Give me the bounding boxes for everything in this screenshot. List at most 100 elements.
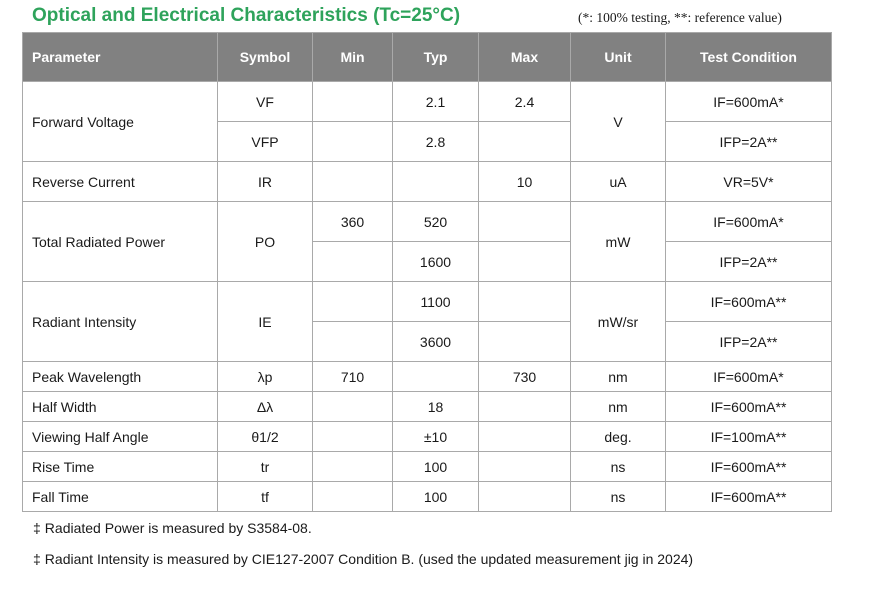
cell-max [478, 321, 571, 362]
table-row: Half Width Δλ 18 nm IF=600mA** [22, 391, 832, 422]
cell-min: 710 [312, 361, 393, 392]
cell-typ: 2.1 [392, 81, 479, 122]
section-title: Optical and Electrical Characteristics (… [32, 5, 461, 26]
cell-parameter: Viewing Half Angle [22, 421, 218, 452]
cell-unit: ns [570, 481, 666, 512]
cell-parameter: Peak Wavelength [22, 361, 218, 392]
table-row: Fall Time tf 100 ns IF=600mA** [22, 481, 832, 512]
cell-typ: 2.8 [392, 121, 479, 162]
cell-unit: mW [570, 201, 666, 282]
cell-typ: 1100 [392, 281, 479, 322]
cell-symbol: PO [217, 201, 313, 282]
cell-parameter: Fall Time [22, 481, 218, 512]
cell-symbol: IE [217, 281, 313, 362]
cell-typ: 18 [392, 391, 479, 422]
cell-min [312, 481, 393, 512]
cell-min [312, 161, 393, 202]
cell-parameter: Reverse Current [22, 161, 218, 202]
table-row: Peak Wavelength λp 710 730 nm IF=600mA* [22, 361, 832, 392]
header-unit: Unit [570, 32, 666, 82]
cell-min [312, 241, 393, 282]
cell-condition: IF=600mA** [665, 481, 832, 512]
cell-condition: IFP=2A** [665, 121, 832, 162]
cell-max [478, 481, 571, 512]
cell-parameter: Rise Time [22, 451, 218, 482]
table-row: Reverse Current IR 10 uA VR=5V* [22, 161, 832, 202]
cell-typ: 520 [392, 201, 479, 242]
double-dagger-mark: ‡ [33, 551, 41, 567]
cell-symbol: tr [217, 451, 313, 482]
double-dagger-mark: ‡ [33, 520, 41, 536]
cell-condition: IFP=2A** [665, 241, 832, 282]
cell-min [312, 421, 393, 452]
cell-condition: IF=600mA** [665, 451, 832, 482]
cell-typ: ±10 [392, 421, 479, 452]
cell-condition: IF=100mA** [665, 421, 832, 452]
cell-symbol: θ1/2 [217, 421, 313, 452]
cell-unit: V [570, 81, 666, 162]
header-typ: Typ [392, 32, 479, 82]
footnote-text: Radiated Power is measured by S3584-08. [44, 520, 312, 536]
cell-min [312, 121, 393, 162]
characteristics-table: Parameter Symbol Min Typ Max Unit Test C… [22, 32, 832, 512]
table-row: 3600 IFP=2A** [23, 321, 832, 362]
cell-parameter: Forward Voltage [22, 81, 218, 162]
header-test-condition: Test Condition [665, 32, 832, 82]
cell-max [478, 451, 571, 482]
cell-min [312, 451, 393, 482]
cell-condition: IF=600mA* [665, 81, 832, 122]
cell-typ: 100 [392, 451, 479, 482]
cell-min [312, 81, 393, 122]
cell-max [478, 281, 571, 322]
cell-min [312, 321, 393, 362]
table-row: Rise Time tr 100 ns IF=600mA** [22, 451, 832, 482]
cell-max: 10 [478, 161, 571, 202]
table-row: Viewing Half Angle θ1/2 ±10 deg. IF=100m… [22, 421, 832, 452]
cell-condition: IF=600mA* [665, 201, 832, 242]
table-row: Radiant Intensity IE 1100 mW/sr IF=600mA… [22, 281, 832, 362]
cell-condition: IF=600mA** [665, 391, 832, 422]
cell-symbol: VF [217, 81, 313, 122]
testing-note: (*: 100% testing, **: reference value) [578, 10, 782, 25]
cell-max [478, 201, 571, 242]
cell-symbol: tf [217, 481, 313, 512]
cell-max: 730 [478, 361, 571, 392]
cell-unit: deg. [570, 421, 666, 452]
cell-typ [392, 161, 479, 202]
cell-condition: IF=600mA* [665, 361, 832, 392]
cell-unit: nm [570, 391, 666, 422]
cell-parameter: Total Radiated Power [22, 201, 218, 282]
header-max: Max [478, 32, 571, 82]
cell-unit: ns [570, 451, 666, 482]
header-min: Min [312, 32, 393, 82]
cell-min [312, 391, 393, 422]
cell-max [478, 421, 571, 452]
cell-typ [392, 361, 479, 392]
footnote-radiant-intensity: ‡ Radiant Intensity is measured by CIE127… [33, 551, 693, 567]
cell-max [478, 241, 571, 282]
cell-max: 2.4 [478, 81, 571, 122]
cell-parameter: Half Width [22, 391, 218, 422]
cell-condition: IFP=2A** [665, 321, 832, 362]
cell-symbol: Δλ [217, 391, 313, 422]
cell-unit: uA [570, 161, 666, 202]
cell-symbol: VFP [217, 121, 313, 162]
cell-symbol: IR [217, 161, 313, 202]
header-parameter: Parameter [22, 32, 218, 82]
cell-min [312, 281, 393, 322]
cell-max [478, 121, 571, 162]
cell-typ: 100 [392, 481, 479, 512]
cell-unit: mW/sr [570, 281, 666, 362]
cell-unit: nm [570, 361, 666, 392]
cell-typ: 1600 [392, 241, 479, 282]
footnote-text: Radiant Intensity is measured by CIE127-… [44, 551, 694, 567]
cell-symbol: λp [217, 361, 313, 392]
cell-typ: 3600 [392, 321, 479, 362]
table-row: Forward Voltage VF 2.1 2.4 V IF=600mA* [22, 81, 832, 162]
header-symbol: Symbol [217, 32, 313, 82]
cell-condition: VR=5V* [665, 161, 832, 202]
table-header-row: Parameter Symbol Min Typ Max Unit Test C… [22, 32, 832, 82]
cell-condition: IF=600mA** [665, 281, 832, 322]
footnote-radiated-power: ‡ Radiated Power is measured by S3584-08. [33, 520, 312, 536]
cell-parameter: Radiant Intensity [22, 281, 218, 362]
